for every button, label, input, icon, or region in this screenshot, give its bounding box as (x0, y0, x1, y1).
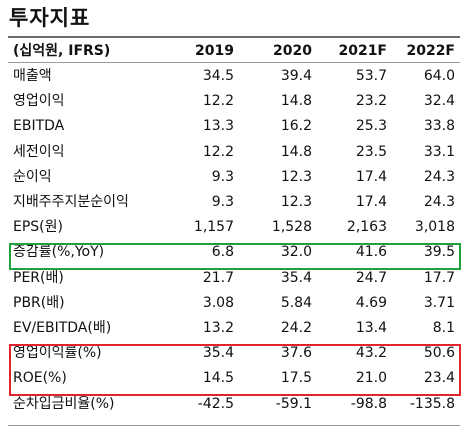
row-value-2020: 37.6 (280, 345, 312, 362)
row-value-2019: 21.7 (202, 269, 234, 286)
row-label: PBR(배) (13, 294, 65, 311)
table-header-row: (십억원, IFRS) 2019 2020 2021F 2022F (8, 39, 460, 63)
row-value-2019: 13.2 (202, 320, 234, 336)
row-value-2020: 16.2 (280, 118, 312, 135)
row-label: 매출액 (13, 68, 52, 84)
header-divider (8, 62, 460, 63)
row-label: 순이익 (13, 168, 52, 185)
row-value-2020: -59.1 (275, 395, 312, 412)
row-value-2022f: -135.8 (409, 395, 455, 412)
table-row: 순이익 9.3 12.3 17.4 24.3 (8, 165, 460, 189)
row-value-2021f: 53.7 (355, 68, 387, 84)
table-row: EPS(원) 1,157 1,528 2,163 3,018 (8, 215, 460, 239)
row-label: 순차입금비율(%) (13, 395, 115, 412)
row-value-2019: -42.5 (197, 395, 234, 412)
row-value-2021f: 25.3 (355, 118, 387, 135)
row-label: 세전이익 (13, 143, 65, 160)
row-value-2021f: 4.69 (355, 294, 387, 311)
row-value-2020: 35.4 (280, 269, 312, 286)
row-value-2022f: 8.1 (432, 320, 455, 336)
page-title: 투자지표 (9, 6, 91, 30)
row-value-2021f: 13.4 (355, 320, 387, 336)
row-value-2019: 13.3 (202, 118, 234, 135)
row-value-2020: 17.5 (280, 370, 312, 387)
highlight-box-growth (9, 243, 461, 270)
table-row: 매출액 34.5 39.4 53.7 64.0 (8, 64, 460, 88)
row-value-2019: 14.5 (202, 370, 234, 387)
row-value-2022f: 3.71 (423, 294, 455, 311)
table-row: 영업이익 12.2 14.8 23.2 32.4 (8, 89, 460, 113)
header-unit-label: (십억원, IFRS) (13, 43, 111, 59)
table-row: 지배주주지분순이익 9.3 12.3 17.4 24.3 (8, 190, 460, 214)
row-label: EV/EBITDA(배) (13, 320, 112, 336)
row-value-2020: 14.8 (280, 93, 312, 110)
row-label: 증감률(%,YoY) (13, 244, 105, 261)
row-value-2022f: 17.7 (423, 269, 455, 286)
table-row: 순차입금비율(%) -42.5 -59.1 -98.8 -135.8 (8, 392, 460, 416)
row-label: EPS(원) (13, 219, 63, 236)
table-row: PBR(배) 3.08 5.84 4.69 3.71 (8, 291, 460, 315)
row-value-2020: 5.84 (280, 294, 312, 311)
table-row: ROE(%) 14.5 17.5 21.0 23.4 (8, 366, 460, 390)
row-value-2022f: 50.6 (423, 345, 455, 362)
row-value-2021f: 17.4 (355, 168, 387, 185)
header-year-2019: 2019 (195, 43, 234, 59)
row-value-2022f: 23.4 (423, 370, 455, 387)
highlight-box-profitability (9, 344, 461, 396)
table-row: 영업이익률(%) 35.4 37.6 43.2 50.6 (8, 341, 460, 365)
row-value-2019: 3.08 (202, 294, 234, 311)
row-value-2019: 35.4 (202, 345, 234, 362)
row-value-2022f: 33.1 (423, 143, 455, 160)
row-value-2019: 9.3 (211, 168, 234, 185)
row-value-2021f: -98.8 (350, 395, 387, 412)
table-bottom-divider (8, 425, 460, 426)
table-row: 증감률(%,YoY) 6.8 32.0 41.6 39.5 (8, 240, 460, 264)
row-value-2021f: 23.2 (355, 93, 387, 110)
row-label: EBITDA (13, 118, 65, 135)
row-value-2022f: 24.3 (423, 194, 455, 210)
title-divider (8, 36, 460, 38)
row-label: 영업이익 (13, 93, 65, 110)
row-value-2020: 39.4 (280, 68, 312, 84)
row-value-2022f: 3,018 (414, 219, 455, 236)
row-value-2020: 24.2 (280, 320, 312, 336)
row-label: PER(배) (13, 269, 64, 286)
row-value-2020: 1,528 (271, 219, 312, 236)
row-value-2020: 12.3 (280, 168, 312, 185)
row-value-2020: 14.8 (280, 143, 312, 160)
row-value-2021f: 17.4 (355, 194, 387, 210)
row-value-2019: 12.2 (202, 93, 234, 110)
header-year-2020: 2020 (273, 43, 312, 59)
row-value-2019: 34.5 (202, 68, 234, 84)
row-label: 지배주주지분순이익 (13, 194, 129, 210)
row-value-2019: 1,157 (193, 219, 234, 236)
row-value-2019: 6.8 (211, 244, 234, 261)
table-row: 세전이익 12.2 14.8 23.5 33.1 (8, 140, 460, 164)
row-value-2019: 9.3 (211, 194, 234, 210)
row-value-2022f: 24.3 (423, 168, 455, 185)
row-value-2021f: 2,163 (346, 219, 387, 236)
row-value-2020: 12.3 (280, 194, 312, 210)
row-value-2021f: 24.7 (355, 269, 387, 286)
header-year-2021f: 2021F (338, 43, 387, 59)
row-value-2022f: 39.5 (423, 244, 455, 261)
row-value-2022f: 64.0 (423, 68, 455, 84)
row-value-2019: 12.2 (202, 143, 234, 160)
row-label: 영업이익률(%) (13, 345, 102, 362)
header-year-2022f: 2022F (406, 43, 455, 59)
row-value-2021f: 21.0 (355, 370, 387, 387)
row-value-2020: 32.0 (280, 244, 312, 261)
table-row: PER(배) 21.7 35.4 24.7 17.7 (8, 266, 460, 290)
table-row: EV/EBITDA(배) 13.2 24.2 13.4 8.1 (8, 316, 460, 340)
row-value-2022f: 32.4 (423, 93, 455, 110)
row-label: ROE(%) (13, 370, 67, 387)
row-value-2022f: 33.8 (423, 118, 455, 135)
row-value-2021f: 41.6 (355, 244, 387, 261)
row-value-2021f: 43.2 (355, 345, 387, 362)
row-value-2021f: 23.5 (355, 143, 387, 160)
table-row: EBITDA 13.3 16.2 25.3 33.8 (8, 114, 460, 138)
